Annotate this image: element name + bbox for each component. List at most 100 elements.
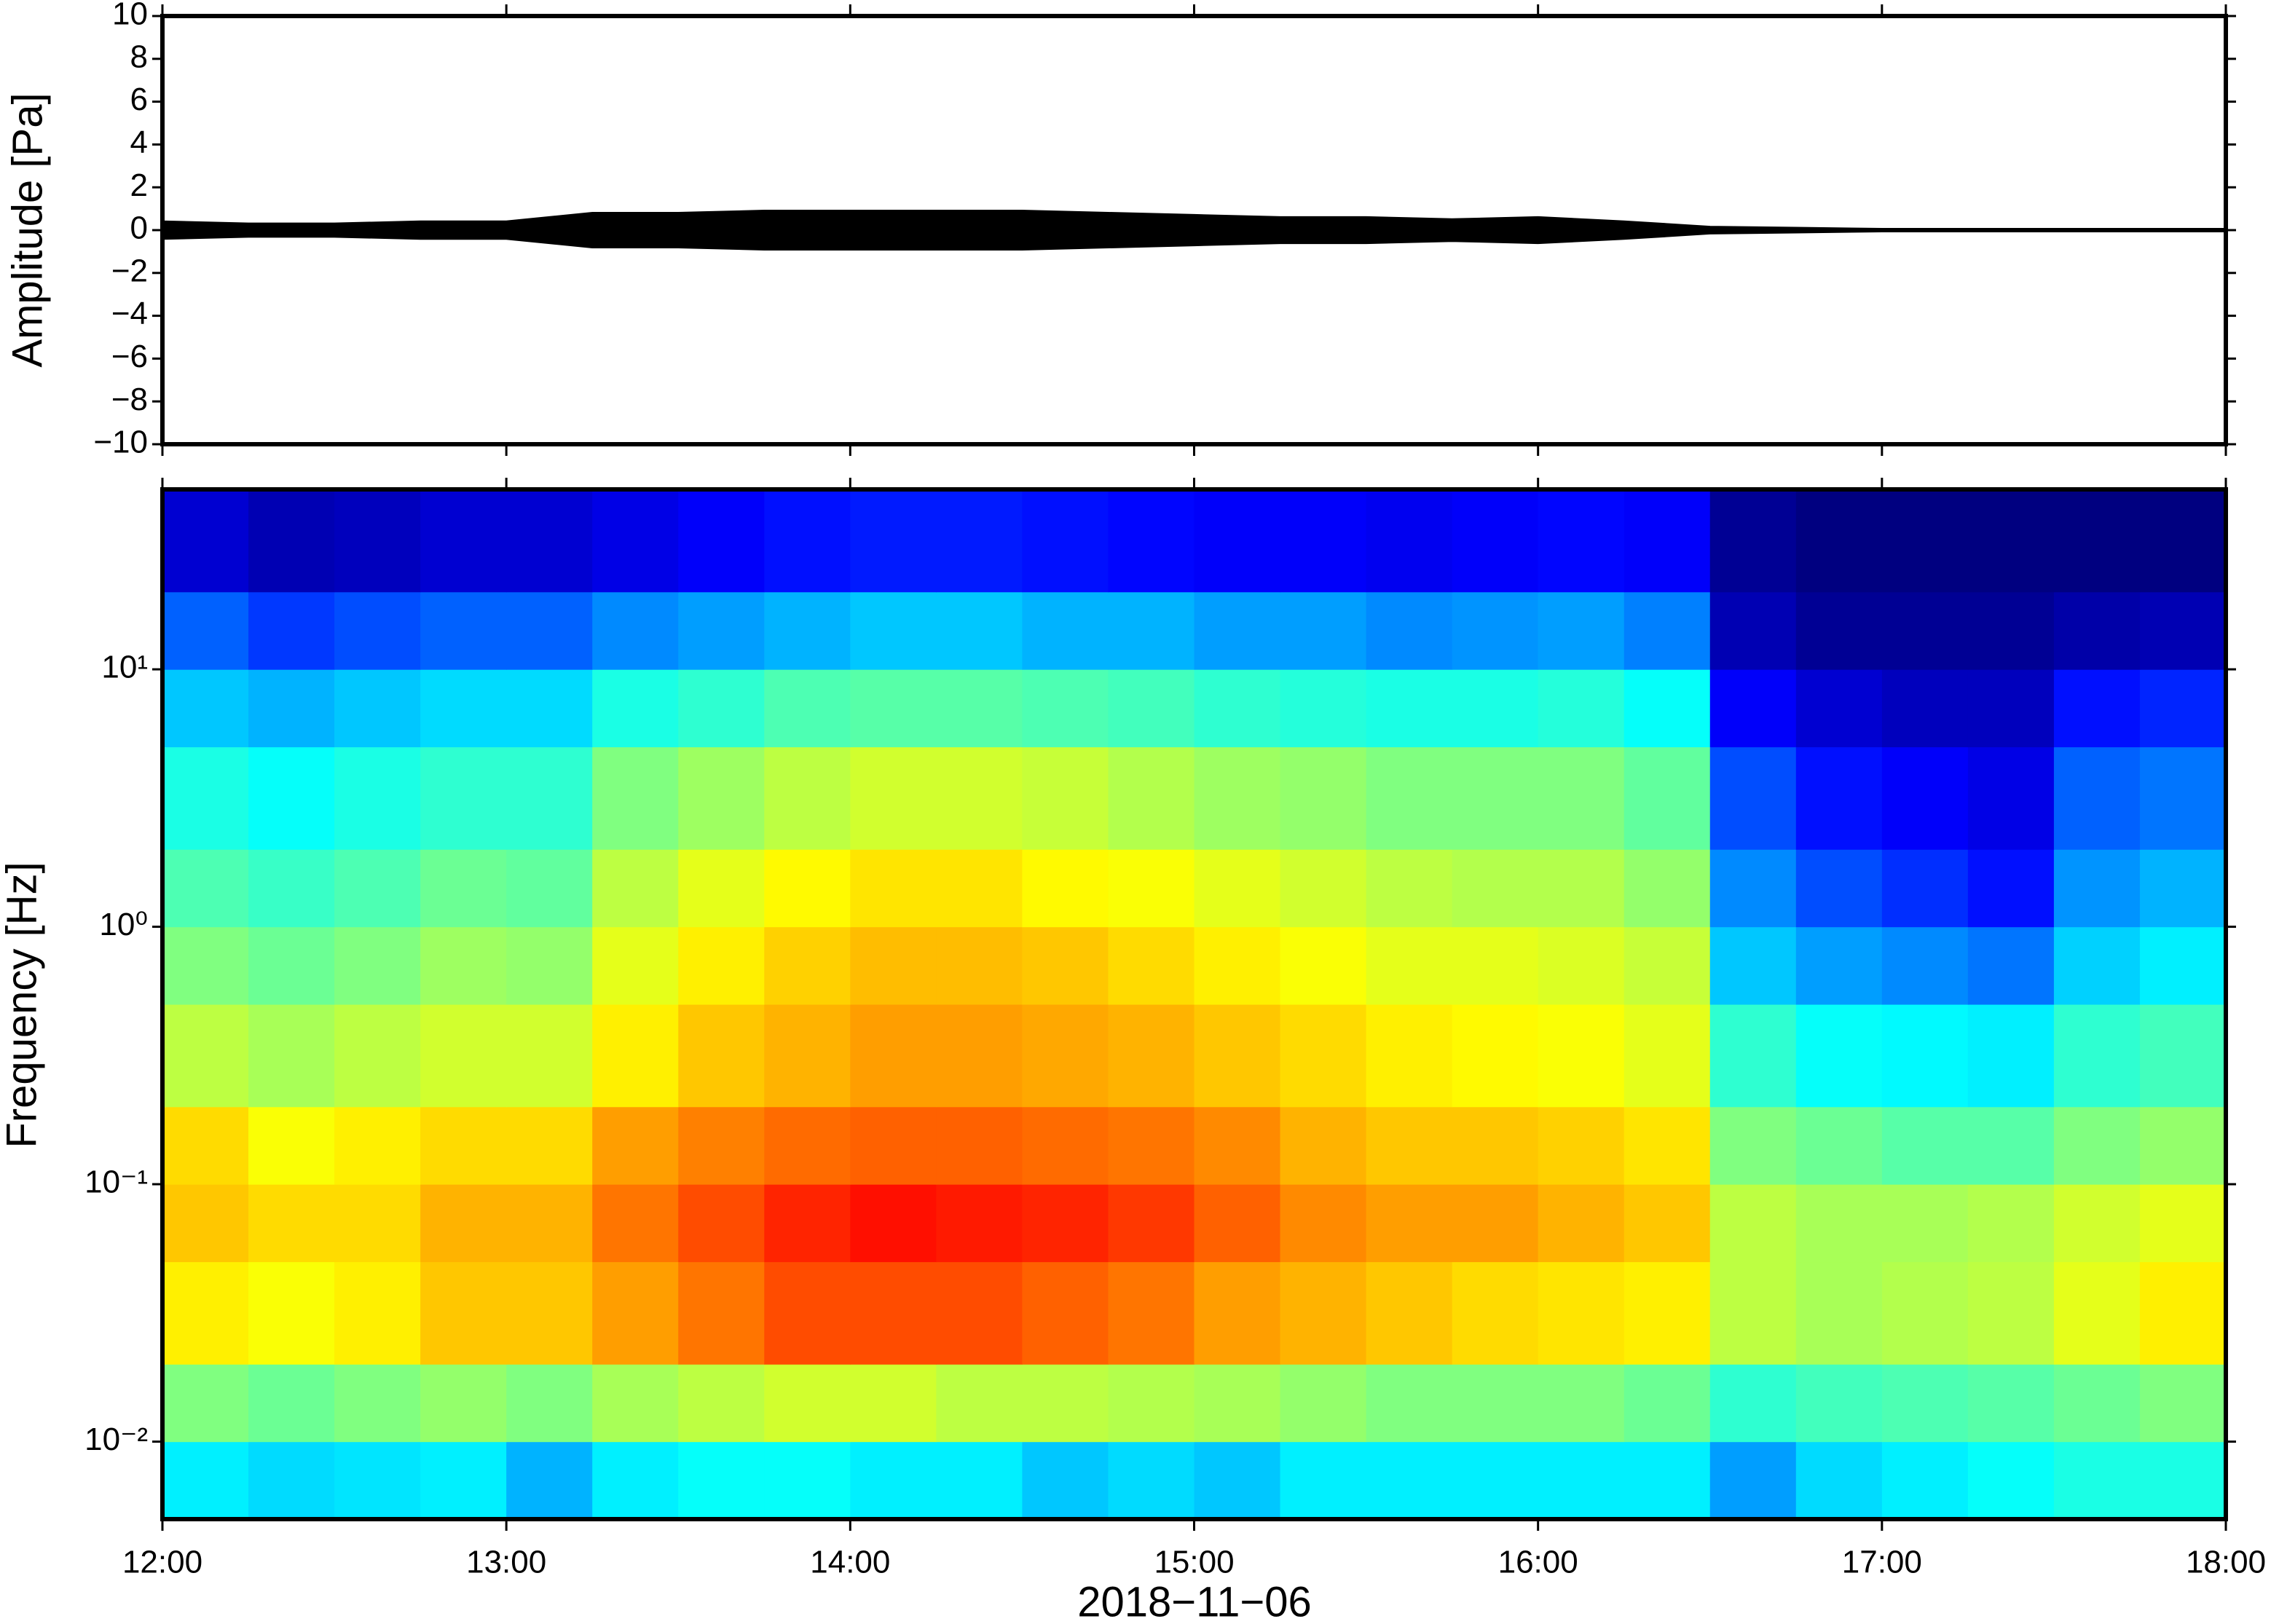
spectrogram-cell [2139,1364,2227,1443]
spectrogram-cell [1881,926,1969,1005]
spectrogram-cell [1022,1261,1109,1365]
spectrogram-cell [1280,669,1367,748]
spectrogram-cell [1194,926,1281,1005]
spectrogram-cell [764,1004,851,1108]
spectrogram-cell [1709,669,1797,748]
spectrogram-cell [1709,591,1797,670]
spectrogram-cell [1452,849,1539,928]
spectrogram-cell [1194,1184,1281,1263]
spectrogram-cell [334,591,421,670]
spectrogram-cell [1709,1004,1797,1108]
spectrogram-cell [764,1441,851,1520]
spectrogram-cell [1366,591,1453,670]
spectrogram-cell [850,1184,937,1263]
x-tick-label: 18:00 [2186,1545,2266,1580]
spectrogram-cell [1967,1106,2055,1185]
spectrogram-cell [936,849,1023,928]
spectrogram-cell [1280,1106,1367,1185]
spectrogram-cell [1366,926,1453,1005]
spectrogram-cell [1194,591,1281,670]
spectrogram-cell [1366,1441,1453,1520]
spectrogram-cell [420,746,507,850]
spectrogram-cell [2139,489,2227,593]
y-axis-title: Amplitude [Pa] [4,92,51,367]
spectrogram-cell [1709,1261,1797,1365]
spectrogram-cell [678,1106,765,1185]
spectrogram-cell [2053,746,2141,850]
spectrogram-cell [1538,1004,1625,1108]
spectrogram-cell [2139,1004,2227,1108]
spectrogram-cell [1623,489,1711,593]
spectrogram-cell [1194,746,1281,850]
spectrogram-cell [1108,746,1195,850]
spectrogram-cell [936,489,1023,593]
spectrogram-cell [1194,1261,1281,1365]
spectrogram-cell [678,849,765,928]
spectrogram-cell [1366,1184,1453,1263]
spectrogram-cell [1538,1364,1625,1443]
spectrogram-cell [764,1261,851,1365]
spectrogram-cell [678,1184,765,1263]
y-tick-label: 10⁻² [84,1422,148,1457]
spectrogram-cell [936,926,1023,1005]
spectrogram-cell [1795,1261,1883,1365]
spectrogram-cell [1623,1364,1711,1443]
spectrogram-cell [162,1364,249,1443]
spectrogram-cell [2053,1004,2141,1108]
spectrogram-cell [1108,669,1195,748]
spectrogram-cell [1108,489,1195,593]
spectrogram-cell [1108,1184,1195,1263]
spectrogram-cell [2053,1441,2141,1520]
x-tick-label: 15:00 [1154,1545,1234,1580]
spectrogram-cell [1795,1004,1883,1108]
y-tick-label: 10⁻¹ [84,1164,148,1200]
spectrogram-cell [592,489,679,593]
spectrogram-cell [1366,746,1453,850]
spectrogram-cell [420,1364,507,1443]
spectrogram-cell [1538,489,1625,593]
spectrogram-cell [1623,926,1711,1005]
spectrogram-cell [764,591,851,670]
spectrogram-cell [1366,1004,1453,1108]
spectrogram-cell [850,489,937,593]
spectrogram-cell [1623,1441,1711,1520]
spectrogram-cell [506,1184,593,1263]
spectrogram-cell [850,1261,937,1365]
spectrogram-cell [162,1261,249,1365]
spectrogram-cell [1881,1261,1969,1365]
spectrogram-cell [1366,1261,1453,1365]
spectrogram-cell [2053,926,2141,1005]
spectrogram-cell [1194,489,1281,593]
spectrogram-cell [678,926,765,1005]
spectrogram-cell [420,591,507,670]
x-tick-label: 17:00 [1842,1545,1922,1580]
spectrogram-cell [420,1261,507,1365]
spectrogram-cell [1022,1364,1109,1443]
spectrogram-cell [506,746,593,850]
spectrogram-cell [420,1184,507,1263]
spectrogram-cell [592,1106,679,1185]
spectrogram-cell [1623,1184,1711,1263]
spectrogram-cell [1194,1004,1281,1108]
spectrogram-cell [248,1004,335,1108]
spectrogram-cell [334,1364,421,1443]
spectrogram-cell [1280,1261,1367,1365]
spectrogram-cell [1452,746,1539,850]
spectrogram-cell [2053,849,2141,928]
spectrogram-cell [936,1004,1023,1108]
spectrogram-cell [1538,669,1625,748]
spectrogram-cell [2053,669,2141,748]
spectrogram-cell [1967,1184,2055,1263]
spectrogram-cell [1022,849,1109,928]
spectrogram-cell [162,489,249,593]
spectrogram-cell [1795,746,1883,850]
spectrogram-cell [1452,1004,1539,1108]
spectrogram-cell [1538,926,1625,1005]
spectrogram-cell [1452,489,1539,593]
spectrogram-cell [1881,1441,1969,1520]
spectrogram-cell [850,849,937,928]
spectrogram-cell [506,926,593,1005]
spectrogram-cell [2139,1184,2227,1263]
spectrogram-cell [592,1261,679,1365]
spectrogram-cell [678,746,765,850]
